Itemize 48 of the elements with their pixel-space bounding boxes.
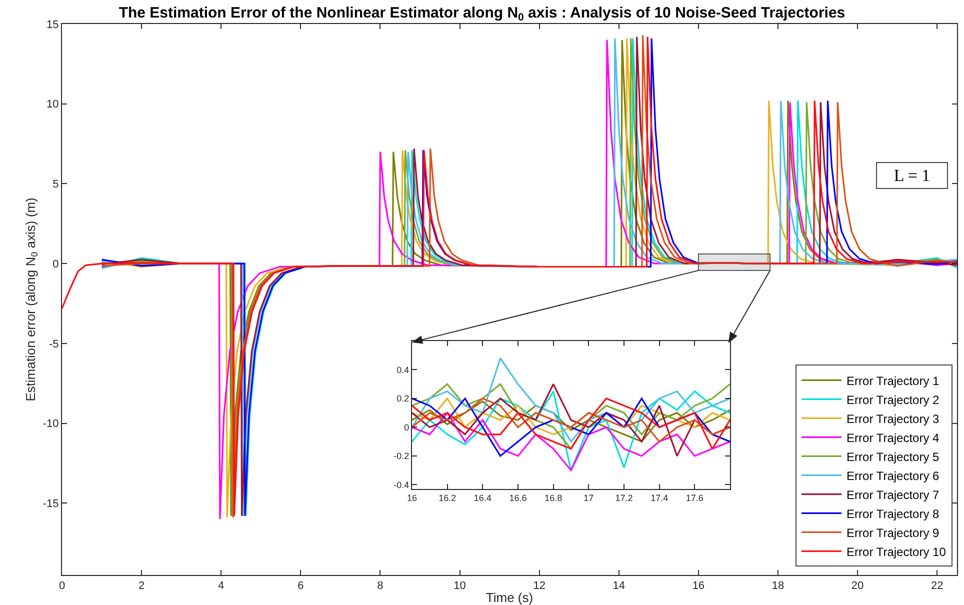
x-tick-label: 4 bbox=[218, 580, 224, 592]
y-tick-label: -5 bbox=[49, 338, 59, 350]
y-tick-label: 15 bbox=[46, 18, 59, 31]
x-tick-label: 16.6 bbox=[509, 492, 527, 503]
legend-label: Error Trajectory 7 bbox=[846, 488, 940, 502]
legend-label: Error Trajectory 6 bbox=[846, 468, 940, 483]
x-tick-label: 2 bbox=[138, 580, 145, 592]
x-tick-label: 20 bbox=[851, 580, 864, 592]
x-axis-title: Time (s) bbox=[486, 590, 534, 605]
x-tick-label: 8 bbox=[377, 580, 384, 592]
x-tick-label: 14 bbox=[612, 580, 626, 592]
y-tick-label: 0 bbox=[404, 422, 410, 432]
x-tick-label: 16 bbox=[406, 492, 418, 503]
x-tick-label: 17.2 bbox=[615, 492, 633, 503]
legend-label: Error Trajectory 1 bbox=[846, 374, 940, 388]
legend-label: Error Trajectory 2 bbox=[846, 392, 940, 407]
line-series bbox=[412, 412, 730, 472]
x-tick-label: 6 bbox=[298, 580, 304, 592]
legend-label: Error Trajectory 3 bbox=[846, 412, 940, 426]
y-tick-label: -10 bbox=[42, 418, 59, 430]
y-tick-label: 0.4 bbox=[396, 364, 410, 375]
x-tick-label: 17.4 bbox=[650, 492, 668, 503]
x-tick-label: 16.4 bbox=[474, 492, 492, 503]
y-tick-label: 5 bbox=[52, 178, 59, 191]
legend-label: Error Trajectory 9 bbox=[846, 526, 940, 540]
y-tick-label: 0 bbox=[52, 258, 59, 270]
y-tick-label: -0.2 bbox=[394, 451, 410, 462]
x-tick-label: 16 bbox=[692, 580, 705, 592]
x-tick-label: 22 bbox=[930, 580, 944, 592]
x-tick-label: 18 bbox=[772, 580, 784, 592]
chart-title: The Estimation Error of the Nonlinear Estimator along N$_{0}$ axis : Analysis of 10 Noise-Seed Trajectories bbox=[118, 4, 846, 24]
x-tick-label: 16.2 bbox=[438, 492, 456, 503]
annotation: L = 1 bbox=[894, 166, 930, 185]
x-tick-label: 10 bbox=[454, 580, 466, 592]
legend-label: Error Trajectory 8 bbox=[846, 506, 940, 521]
x-tick-label: 17 bbox=[584, 492, 594, 503]
y-tick-label: 0.2 bbox=[396, 394, 410, 404]
legend-label: Error Trajectory 4 bbox=[846, 430, 940, 445]
y-tick-label: -0.4 bbox=[394, 480, 410, 490]
x-tick-label: 12 bbox=[533, 580, 546, 592]
line-series bbox=[412, 390, 730, 472]
y-tick-label: 10 bbox=[46, 98, 59, 111]
x-tick-label: 17.6 bbox=[686, 492, 704, 503]
y-tick-label: -15 bbox=[42, 498, 59, 510]
line-series bbox=[412, 357, 730, 442]
legend-label: Error Trajectory 10 bbox=[846, 544, 946, 559]
x-tick-label: 16.8 bbox=[544, 492, 562, 503]
legend-label: Error Trajectory 5 bbox=[846, 450, 940, 464]
